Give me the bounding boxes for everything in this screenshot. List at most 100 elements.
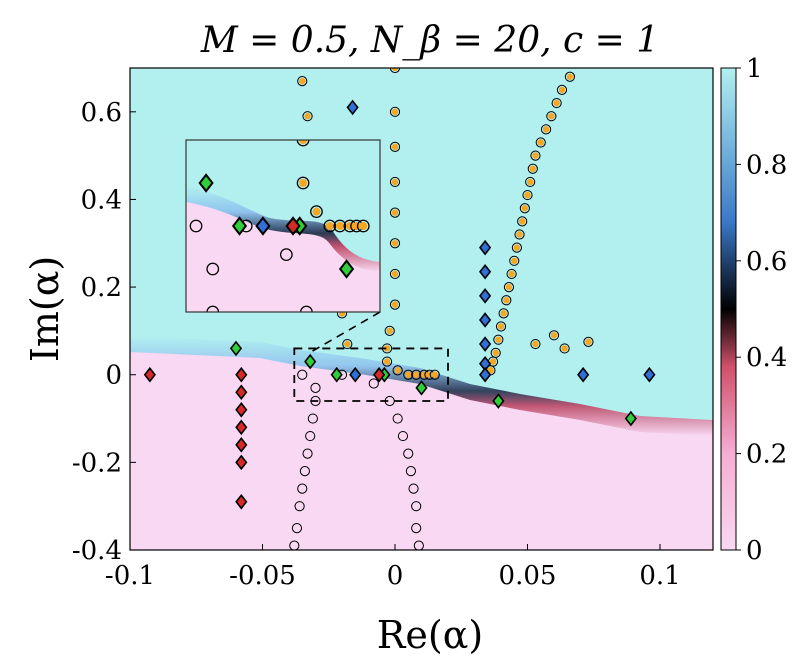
green-diamond-marker: [492, 393, 505, 409]
series-layer: [143, 68, 656, 550]
orange-circle-outline: [525, 176, 536, 188]
orange-circle-outline: [495, 321, 507, 332]
red-diamond-marker: [235, 454, 248, 471]
orange-circle-outline: [389, 141, 401, 152]
orange-circle-marker: [492, 349, 499, 357]
orange-circle-marker: [513, 244, 521, 251]
open-circle-marker: [405, 466, 416, 477]
colorbar: [720, 67, 737, 551]
orange-circle-marker: [383, 358, 391, 365]
orange-circle-outline: [403, 369, 414, 380]
colorbar-tick-label: 0.8: [746, 150, 787, 180]
blue-diamond-marker: [479, 263, 492, 280]
orange-circle-marker: [352, 222, 361, 230]
orange-circle-marker: [386, 327, 393, 335]
y-axis-ticks: -0.4 -0.2 0 0.2 0.4 0.6: [72, 98, 136, 566]
open-circle-marker: [408, 483, 419, 494]
orange-circle-marker: [553, 99, 560, 107]
orange-circle-marker: [391, 68, 399, 72]
orange-circle-marker: [497, 323, 505, 330]
green-diamond-marker: [415, 380, 428, 396]
red-diamond-marker: [373, 366, 386, 383]
blue-diamond-marker: [479, 336, 492, 352]
orange-circle-outline: [342, 338, 353, 350]
orange-circle-outline: [514, 229, 525, 240]
orange-circle-marker: [391, 143, 399, 151]
orange-circle-outline: [323, 219, 337, 233]
open-circle-marker: [297, 483, 308, 494]
orange-circle-outline: [389, 176, 401, 188]
red-diamond-marker: [235, 384, 248, 401]
open-circle-marker: [291, 522, 303, 534]
orange-circle-marker: [426, 371, 433, 378]
open-circle-marker: [403, 448, 414, 459]
orange-circle-marker: [558, 86, 566, 94]
orange-circle-outline: [501, 295, 512, 306]
orange-circle-marker: [299, 140, 308, 144]
orange-circle-marker: [532, 340, 539, 348]
orange-circle-marker: [394, 367, 401, 374]
colorbar-tick-label: 0.4: [746, 343, 787, 373]
orange-circle-outline: [506, 268, 517, 280]
orange-circle-outline: [546, 111, 557, 122]
orange-circle-marker: [561, 345, 568, 352]
y-tick-label: 0.2: [81, 273, 122, 303]
x-tick-label: 0.05: [499, 561, 557, 591]
green-diamond-marker: [304, 353, 317, 370]
inset-series-layer: [189, 140, 370, 312]
orange-circle-marker: [383, 345, 391, 352]
orange-circle-marker: [391, 270, 399, 278]
inset-panel: [185, 139, 381, 313]
orange-circle-outline: [530, 150, 541, 161]
orange-circle-outline: [564, 71, 576, 82]
green-diamond-marker: [624, 410, 637, 427]
boundary-band: [130, 336, 713, 436]
orange-circle-outline: [381, 356, 393, 367]
red-diamond-marker: [235, 493, 248, 510]
orange-circle-outline: [296, 140, 310, 147]
orange-circle-outline: [511, 242, 523, 253]
orange-circle-outline: [389, 299, 401, 310]
x-tick-label: 0: [387, 561, 404, 591]
open-circle-marker: [206, 262, 220, 276]
x-tick-label: 0.1: [639, 561, 680, 591]
orange-circle-marker: [413, 371, 420, 378]
x-tick-label: -0.05: [229, 561, 296, 591]
open-circle-marker: [310, 382, 321, 393]
blue-diamond-marker: [577, 366, 590, 383]
orange-circle-marker: [532, 152, 539, 159]
lower-region: [130, 344, 713, 550]
open-circle-marker: [413, 540, 424, 550]
orange-circle-outline: [583, 336, 594, 347]
y-tick-label: 0: [105, 361, 122, 391]
orange-circle-outline: [302, 111, 313, 122]
orange-circle-outline: [389, 106, 401, 117]
blue-diamond-marker: [255, 216, 271, 236]
orange-circle-outline: [389, 268, 401, 280]
x-axis-ticks: -0.1 -0.05 0 0.05 0.1: [105, 544, 681, 591]
orange-circle-marker: [503, 297, 510, 304]
orange-circle-marker: [585, 338, 592, 346]
red-diamond-marker: [235, 419, 248, 436]
y-tick-label: -0.4: [72, 536, 122, 566]
orange-circle-marker: [391, 240, 399, 247]
open-circle-marker: [289, 540, 300, 550]
blue-diamond-marker: [479, 312, 492, 328]
orange-circle-marker: [304, 113, 311, 120]
orange-circle-outline: [297, 76, 308, 87]
orange-circle-marker: [508, 270, 515, 278]
orange-circle-outline: [356, 219, 370, 233]
orange-circle-marker: [431, 371, 438, 378]
orange-circle-outline: [384, 325, 395, 337]
open-circle-marker: [397, 430, 409, 442]
plot-frame: [129, 67, 714, 551]
open-circle-marker: [300, 305, 313, 312]
orange-circle-outline: [498, 308, 509, 319]
orange-circle-marker: [566, 73, 574, 80]
orange-circle-marker: [391, 178, 399, 186]
orange-circle-marker: [500, 310, 507, 317]
orange-circle-outline: [551, 97, 562, 109]
orange-circle-marker: [537, 139, 544, 146]
y-tick-label: 0.4: [81, 185, 122, 215]
